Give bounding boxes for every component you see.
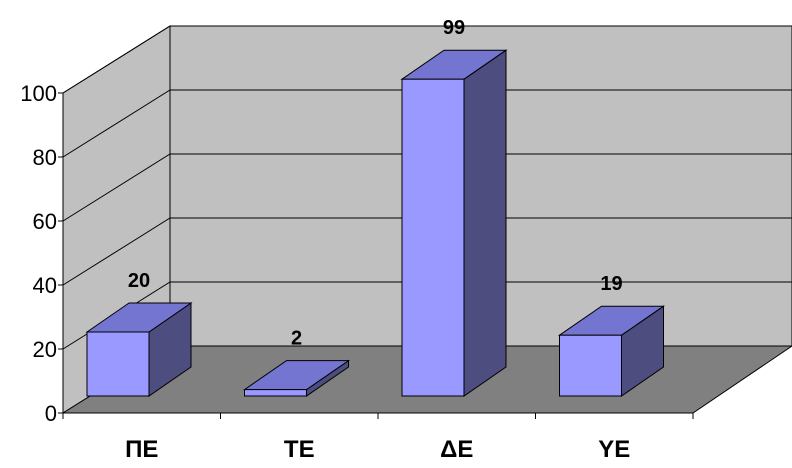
bar: [401, 78, 465, 397]
y-tick-label: 100: [20, 81, 57, 106]
gridline: [62, 153, 792, 222]
y-tick-label: 40: [33, 273, 57, 298]
bar: [244, 389, 307, 397]
x-tick-label: ΤΕ: [284, 436, 315, 463]
bar-side: [463, 49, 507, 397]
y-tick-label: 20: [33, 337, 57, 362]
x-tick-label: ΔΕ: [440, 436, 473, 463]
x-tick-label: ΥΕ: [598, 436, 630, 463]
bar: [86, 331, 150, 397]
y-tick-label: 80: [33, 145, 57, 170]
data-label: 20: [128, 270, 150, 292]
gridline: [62, 89, 792, 158]
bar: [559, 334, 622, 397]
gridline: [62, 217, 792, 286]
data-label: 2: [291, 328, 302, 350]
y-tick-label: 0: [45, 401, 57, 426]
gridline: [62, 25, 792, 94]
data-label: 19: [600, 273, 622, 295]
data-label: 99: [443, 17, 465, 39]
x-tick-label: ΠΕ: [125, 436, 158, 463]
y-tick-label: 60: [33, 209, 57, 234]
